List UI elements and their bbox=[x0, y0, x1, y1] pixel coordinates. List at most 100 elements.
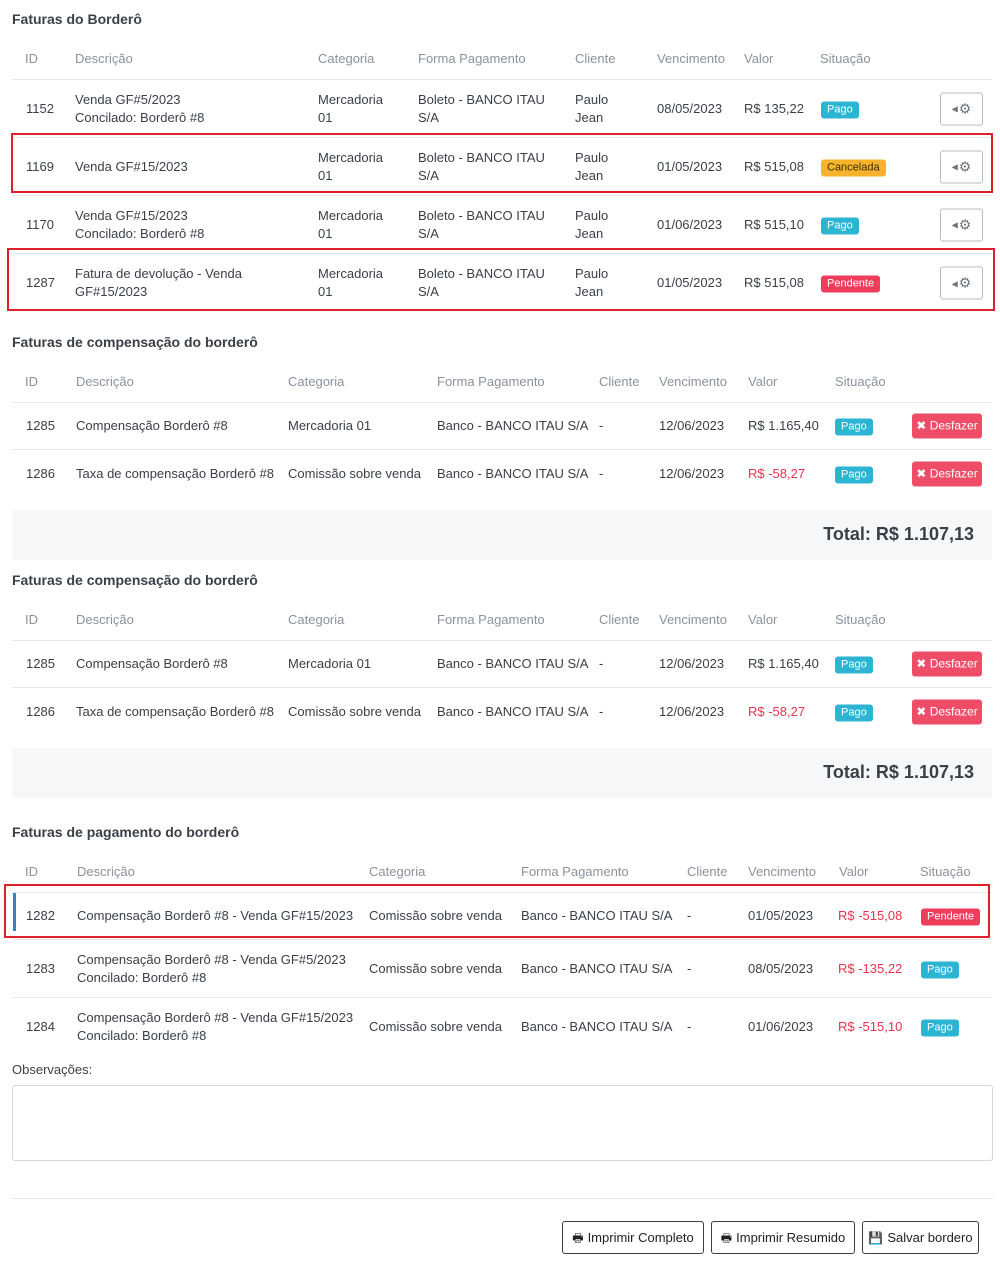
header-valor: Valor bbox=[744, 51, 774, 66]
cell-id: 1285 bbox=[26, 656, 55, 671]
cell-cliente: - bbox=[687, 1019, 692, 1034]
print-summary-button[interactable]: 🖶 Imprimir Resumido bbox=[711, 1221, 855, 1254]
undo-button[interactable]: ✖ Desfazer bbox=[912, 699, 982, 724]
header-categoria: Categoria bbox=[318, 51, 375, 66]
pay-line: Boleto - BANCO ITAU bbox=[418, 149, 545, 165]
header-valor: Valor bbox=[748, 612, 778, 627]
cell-vencimento: 01/05/2023 bbox=[657, 158, 723, 174]
cell-categoria: Comissão sobre venda bbox=[369, 908, 502, 923]
row-actions-button[interactable]: ◀⚙ bbox=[940, 266, 983, 300]
cell-descricao: Compensação Borderô #8 bbox=[76, 418, 228, 433]
pay-line: S/A bbox=[418, 167, 439, 183]
cell-vencimento: 01/05/2023 bbox=[748, 908, 814, 923]
row-actions-button[interactable]: ◀⚙ bbox=[940, 208, 983, 241]
header-situacao: Situação bbox=[835, 612, 886, 627]
header-situacao: Situação bbox=[835, 374, 886, 389]
cell-forma-pagamento: Boleto - BANCO ITAU S/A bbox=[418, 91, 545, 127]
header-id: ID bbox=[25, 612, 38, 627]
cell-categoria: Mercadoria 01 bbox=[288, 418, 372, 433]
times-icon: ✖ bbox=[916, 704, 927, 718]
floppy-icon: 💾 bbox=[868, 1231, 884, 1245]
cell-forma-pagamento: Banco - BANCO ITAU S/A bbox=[437, 656, 589, 671]
cli-line: Paulo bbox=[575, 149, 609, 165]
total-amount: Total: R$ 1.107,13 bbox=[823, 762, 974, 782]
table-header: ID Descrição Categoria Forma Pagamento C… bbox=[12, 359, 992, 403]
printer-icon: 🖶 bbox=[720, 1231, 733, 1245]
cell-vencimento: 01/06/2023 bbox=[748, 1019, 814, 1034]
header-valor: Valor bbox=[839, 864, 869, 879]
status-badge: Pago bbox=[821, 217, 859, 234]
cell-descricao: Compensação Borderô #8 bbox=[76, 656, 228, 671]
table-row: 1170 Venda GF#15/2023 Concilado: Borderô … bbox=[12, 196, 992, 254]
pay-line: S/A bbox=[418, 109, 439, 125]
cell-cliente: Paulo Jean bbox=[575, 149, 608, 185]
cell-categoria: Comissão sobre venda bbox=[288, 465, 421, 481]
cell-valor: R$ 135,22 bbox=[744, 100, 804, 116]
cell-descricao: Compensação Borderô #8 - Venda GF#15/202… bbox=[77, 1009, 353, 1045]
desc-line: Venda GF#15/2023 bbox=[75, 158, 188, 174]
printer-icon: 🖶 bbox=[572, 1231, 584, 1245]
print-full-label: Imprimir Completo bbox=[587, 1230, 694, 1245]
cell-categoria: Mercadoria 01 bbox=[288, 656, 372, 671]
status-badge: Pago bbox=[835, 466, 873, 483]
cell-id: 1170 bbox=[26, 216, 54, 232]
header-id: ID bbox=[25, 51, 38, 66]
cell-cliente: - bbox=[599, 656, 604, 671]
cell-situacao: Pendente bbox=[821, 274, 881, 293]
undo-button[interactable]: ✖ Desfazer bbox=[912, 651, 982, 677]
cell-forma-pagamento: Banco - BANCO ITAU S/A bbox=[437, 703, 589, 719]
pay-line: S/A bbox=[418, 225, 439, 241]
cell-id: 1283 bbox=[26, 960, 55, 976]
cell-forma-pagamento: Boleto - BANCO ITAU S/A bbox=[418, 207, 545, 243]
header-forma-pagamento: Forma Pagamento bbox=[521, 864, 629, 879]
status-badge: Pago bbox=[821, 101, 859, 118]
cell-situacao: Pago bbox=[835, 655, 873, 674]
print-full-button[interactable]: 🖶 Imprimir Completo bbox=[562, 1221, 704, 1254]
cli-line: Paulo bbox=[575, 207, 609, 223]
cell-descricao: Taxa de compensação Borderô #8 bbox=[76, 465, 275, 481]
cell-situacao: Cancelada bbox=[821, 157, 886, 176]
header-descricao: Descrição bbox=[76, 374, 134, 389]
table-header: ID Descrição Categoria Forma Pagamento C… bbox=[12, 597, 992, 641]
observacoes-label: Observações: bbox=[12, 1062, 93, 1077]
desc-line: Concilado: Borderô #8 bbox=[77, 969, 207, 985]
cell-valor: R$ -58,27 bbox=[748, 703, 806, 719]
cell-categoria: Comissão sobre venda bbox=[369, 1019, 502, 1034]
cell-forma-pagamento: Banco - BANCO ITAU S/A bbox=[437, 418, 589, 433]
caret-left-icon: ◀ bbox=[951, 220, 958, 230]
observacoes-textarea[interactable] bbox=[12, 1085, 993, 1161]
undo-label: Desfazer bbox=[929, 704, 978, 718]
times-icon: ✖ bbox=[916, 418, 927, 433]
row-actions-button[interactable]: ◀⚙ bbox=[940, 92, 983, 125]
cell-categoria: Mercadoria 01 bbox=[318, 207, 383, 243]
undo-button[interactable]: ✖ Desfazer bbox=[912, 413, 982, 439]
cell-situacao: Pago bbox=[835, 417, 873, 436]
cli-line: Jean bbox=[575, 109, 604, 125]
header-vencimento: Vencimento bbox=[659, 612, 727, 627]
cell-cliente: - bbox=[599, 465, 604, 481]
cat-line: Mercadoria bbox=[318, 149, 384, 165]
row-actions-button[interactable]: ◀⚙ bbox=[940, 150, 983, 183]
header-forma-pagamento: Forma Pagamento bbox=[418, 51, 526, 66]
cell-cliente: - bbox=[687, 908, 692, 923]
table-row: 1284 Compensação Borderô #8 - Venda GF#1… bbox=[12, 998, 992, 1056]
table-row: 1285 Compensação Borderô #8 Mercadoria 0… bbox=[12, 403, 992, 450]
header-vencimento: Vencimento bbox=[748, 864, 816, 879]
cell-valor: R$ 515,10 bbox=[744, 216, 804, 232]
undo-button[interactable]: ✖ Desfazer bbox=[912, 461, 982, 486]
total-bar: Total: R$ 1.107,13 bbox=[12, 510, 992, 560]
cell-id: 1282 bbox=[26, 908, 55, 923]
caret-left-icon: ◀ bbox=[951, 104, 958, 114]
status-badge: Cancelada bbox=[821, 159, 886, 176]
cat-line: Mercadoria bbox=[318, 266, 384, 281]
undo-label: Desfazer bbox=[929, 466, 978, 480]
header-id: ID bbox=[25, 374, 38, 389]
header-categoria: Categoria bbox=[369, 864, 426, 879]
row-selection-indicator bbox=[13, 893, 16, 931]
compensation-invoices-table: ID Descrição Categoria Forma Pagamento C… bbox=[12, 597, 992, 735]
save-bordero-button[interactable]: 💾 Salvar bordero bbox=[862, 1221, 979, 1254]
cell-situacao: Pago bbox=[921, 959, 959, 978]
header-categoria: Categoria bbox=[288, 612, 345, 627]
cat-line: 01 bbox=[318, 225, 333, 241]
gear-icon: ⚙ bbox=[958, 216, 972, 232]
